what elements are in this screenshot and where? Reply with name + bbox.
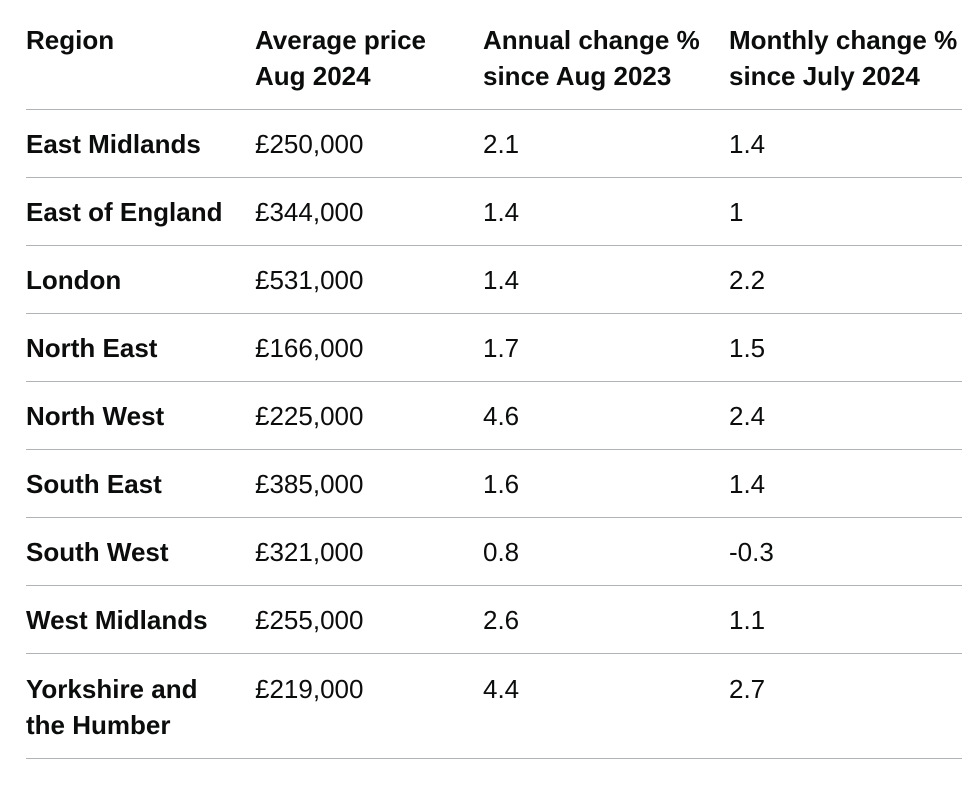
price-cell: £250,000: [255, 128, 364, 159]
price-cell: £219,000: [255, 674, 364, 704]
table-row: East Midlands £250,000 2.1 1.4: [26, 110, 962, 178]
region-cell: East of England: [26, 196, 223, 227]
region-cell: East Midlands: [26, 128, 201, 159]
annual-change-cell: 1.4: [483, 264, 520, 295]
region-cell: North West: [26, 400, 165, 431]
monthly-change-cell: -0.3: [729, 536, 774, 567]
table-row: North West £225,000 4.6 2.4: [26, 382, 962, 450]
annual-change-cell: 1.4: [483, 196, 520, 227]
region-cell: Yorkshire and the Humber: [26, 674, 198, 740]
monthly-change-cell: 2.7: [729, 674, 766, 704]
monthly-change-cell: 1.1: [729, 604, 766, 635]
region-cell: South West: [26, 536, 169, 567]
table-row: East of England £344,000 1.4 1: [26, 178, 962, 246]
region-cell: London: [26, 264, 122, 295]
monthly-change-cell: 2.4: [729, 400, 766, 431]
price-cell: £225,000: [255, 400, 364, 431]
price-cell: £385,000: [255, 468, 364, 499]
monthly-change-cell: 1.4: [729, 468, 766, 499]
monthly-change-cell: 1.5: [729, 332, 766, 363]
monthly-change-cell: 1.4: [729, 128, 766, 159]
annual-change-cell: 4.6: [483, 400, 520, 431]
table-row: West Midlands £255,000 2.6 1.1: [26, 586, 962, 654]
table-row: North East £166,000 1.7 1.5: [26, 314, 962, 382]
house-price-table: Region Average price Aug 2024 Annual cha…: [26, 18, 962, 759]
header-region: Region: [26, 25, 115, 55]
table-header-row: Region Average price Aug 2024 Annual cha…: [26, 18, 962, 110]
price-cell: £344,000: [255, 196, 364, 227]
annual-change-cell: 1.7: [483, 332, 520, 363]
header-monthly-change: Monthly change % since July 2024: [729, 25, 958, 91]
price-cell: £321,000: [255, 536, 364, 567]
table-row: South West £321,000 0.8 -0.3: [26, 518, 962, 586]
monthly-change-cell: 2.2: [729, 264, 766, 295]
price-cell: £531,000: [255, 264, 364, 295]
header-annual-change: Annual change % since Aug 2023: [483, 25, 700, 91]
annual-change-cell: 4.4: [483, 674, 520, 704]
annual-change-cell: 1.6: [483, 468, 520, 499]
price-cell: £166,000: [255, 332, 364, 363]
annual-change-cell: 2.1: [483, 128, 520, 159]
region-cell: West Midlands: [26, 604, 208, 635]
region-cell: North East: [26, 332, 158, 363]
table-row: South East £385,000 1.6 1.4: [26, 450, 962, 518]
region-cell: South East: [26, 468, 162, 499]
annual-change-cell: 0.8: [483, 536, 520, 567]
monthly-change-cell: 1: [729, 196, 744, 227]
table-row: Yorkshire and the Humber £219,000 4.4 2.…: [26, 654, 962, 759]
header-average-price: Average price Aug 2024: [255, 25, 427, 91]
price-cell: £255,000: [255, 604, 364, 635]
table-row: London £531,000 1.4 2.2: [26, 246, 962, 314]
annual-change-cell: 2.6: [483, 604, 520, 635]
